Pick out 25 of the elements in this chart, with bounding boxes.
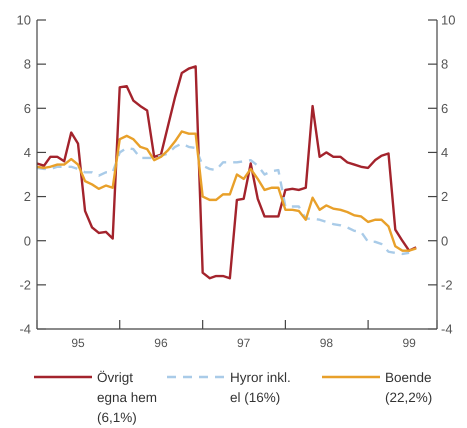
- y2-tick-label: 0: [441, 233, 448, 248]
- x-tick-label: 98: [320, 336, 334, 350]
- x-tick-label: 96: [154, 336, 168, 350]
- y-tick-label: 2: [24, 189, 31, 204]
- legend-label: Hyror inkl. el (16%): [230, 370, 291, 405]
- y-tick-label: 8: [24, 56, 31, 72]
- legend-label: Boende (22,2%): [385, 370, 432, 405]
- legend-label: Övrigt egna hem (6,1%): [97, 370, 158, 425]
- y-tick-label: -4: [19, 322, 31, 337]
- y2-tick-label: 4: [441, 144, 448, 160]
- x-tick-label: 99: [402, 336, 416, 350]
- y2-tick-label: 8: [441, 56, 448, 72]
- x-tick-label: 95: [71, 336, 86, 350]
- y2-tick-label: 2: [441, 189, 448, 204]
- y2-tick-label: -2: [441, 277, 453, 292]
- line-series: [36, 65, 418, 280]
- y-tick-label: 4: [24, 144, 31, 160]
- y-tick-label: 10: [16, 12, 31, 28]
- y-tick-label: 0: [24, 233, 31, 248]
- y2-tick-label: -4: [441, 322, 453, 337]
- x-tick-label: 97: [237, 336, 251, 350]
- y-tick-label: -2: [19, 277, 31, 292]
- y2-tick-label: 6: [441, 100, 448, 116]
- y-tick-label: 6: [24, 100, 31, 116]
- y2-tick-label: 10: [441, 12, 456, 28]
